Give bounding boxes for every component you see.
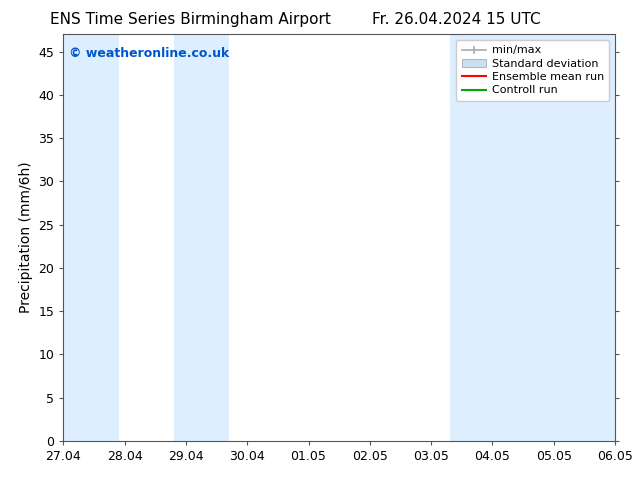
Y-axis label: Precipitation (mm/6h): Precipitation (mm/6h): [19, 162, 33, 314]
Bar: [450, 34, 505, 441]
Legend: min/max, Standard deviation, Ensemble mean run, Controll run: min/max, Standard deviation, Ensemble me…: [456, 40, 609, 101]
Text: © weatheronline.co.uk: © weatheronline.co.uk: [69, 47, 229, 59]
Bar: [560, 34, 615, 441]
Bar: [63, 34, 119, 441]
Text: ENS Time Series Birmingham Airport: ENS Time Series Birmingham Airport: [49, 12, 331, 27]
Bar: [505, 34, 560, 441]
Text: Fr. 26.04.2024 15 UTC: Fr. 26.04.2024 15 UTC: [372, 12, 541, 27]
Bar: [174, 34, 229, 441]
